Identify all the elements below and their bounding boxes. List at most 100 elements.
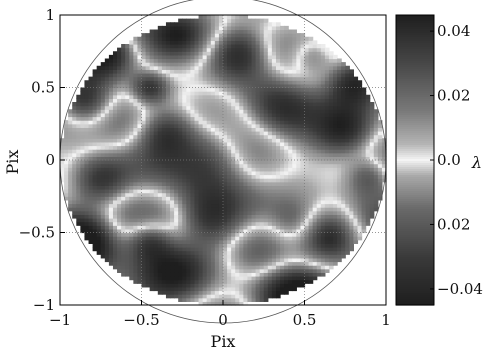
heatmap-cell	[145, 149, 151, 154]
heatmap-cell	[247, 228, 253, 234]
heatmap-cell	[129, 221, 134, 226]
heatmap-cell	[112, 62, 118, 67]
heatmap-cell	[239, 243, 244, 248]
heatmap-cell	[121, 243, 126, 248]
heatmap-cell	[190, 22, 196, 27]
heatmap-cell	[186, 236, 191, 241]
heatmap-cell	[247, 98, 253, 103]
heatmap-cell	[190, 29, 196, 34]
heatmap-cell	[186, 58, 191, 63]
heatmap-cell	[129, 138, 134, 143]
heatmap-cell	[121, 214, 126, 219]
heatmap-cell	[178, 94, 183, 99]
heatmap-cell	[304, 149, 310, 154]
heatmap-cell	[92, 174, 98, 179]
heatmap-cell	[223, 272, 228, 277]
heatmap-cell	[231, 243, 236, 248]
heatmap-cell	[198, 83, 204, 89]
heatmap-cell	[137, 120, 143, 125]
heatmap-cell	[194, 152, 200, 157]
heatmap-cell	[165, 232, 171, 237]
heatmap-cell	[165, 58, 171, 63]
heatmap-cell	[341, 98, 346, 103]
heatmap-cell	[235, 40, 240, 45]
heatmap-cell	[141, 221, 147, 226]
heatmap-cell	[174, 138, 179, 143]
heatmap-cell	[239, 91, 244, 96]
heatmap-cell	[178, 123, 183, 128]
heatmap-cell	[292, 247, 297, 252]
heatmap-cell	[369, 170, 375, 176]
heatmap-cell	[125, 181, 130, 186]
heatmap-cell	[341, 83, 346, 89]
heatmap-cell	[324, 239, 330, 244]
heatmap-cell	[223, 196, 228, 201]
heatmap-cell	[190, 40, 196, 45]
heatmap-cell	[247, 276, 253, 281]
heatmap-cell	[284, 62, 289, 67]
heatmap-cell	[68, 145, 73, 150]
heatmap-cell	[214, 80, 220, 85]
heatmap-cell	[288, 203, 293, 208]
heatmap-cell	[157, 109, 163, 114]
heatmap-cell	[357, 170, 363, 176]
heatmap-cell	[296, 250, 302, 255]
heatmap-cell	[235, 174, 240, 179]
heatmap-cell	[288, 58, 293, 63]
heatmap-cell	[296, 239, 302, 244]
heatmap-cell	[190, 134, 196, 139]
heatmap-cell	[243, 44, 249, 49]
heatmap-cell	[267, 36, 273, 41]
heatmap-cell	[231, 145, 236, 150]
heatmap-cell	[267, 116, 273, 121]
heatmap-cell	[259, 58, 265, 63]
heatmap-cell	[316, 203, 322, 208]
heatmap-cell	[96, 178, 102, 183]
heatmap-cell	[275, 243, 281, 248]
heatmap-cell	[210, 210, 216, 215]
heatmap-cell	[218, 18, 224, 23]
heatmap-cell	[231, 185, 236, 190]
heatmap-cell	[263, 102, 269, 107]
heatmap-cell	[312, 232, 318, 237]
heatmap-cell	[243, 58, 249, 63]
heatmap-cell	[280, 73, 285, 78]
heatmap-cell	[125, 109, 130, 114]
heatmap-cell	[361, 91, 367, 96]
heatmap-cell	[300, 185, 306, 190]
heatmap-cell	[165, 69, 171, 74]
heatmap-cell	[349, 247, 354, 252]
heatmap-cell	[100, 221, 106, 226]
heatmap-cell	[149, 73, 155, 78]
heatmap-cell	[312, 51, 318, 56]
heatmap-cell	[153, 170, 159, 176]
heatmap-cell	[280, 268, 285, 273]
heatmap-cell	[223, 290, 228, 295]
heatmap-cell	[243, 131, 249, 136]
heatmap-cell	[361, 141, 367, 147]
heatmap-cell	[170, 76, 175, 81]
heatmap-cell	[141, 239, 147, 244]
heatmap-cell	[153, 102, 159, 107]
heatmap-cell	[202, 243, 208, 248]
heatmap-cell	[178, 54, 183, 60]
heatmap-cell	[300, 47, 306, 52]
heatmap-cell	[141, 181, 147, 186]
heatmap-cell	[296, 156, 302, 161]
heatmap-cell	[174, 22, 179, 27]
heatmap-cell	[284, 152, 289, 157]
heatmap-cell	[165, 236, 171, 241]
heatmap-cell	[170, 276, 175, 281]
heatmap-cell	[316, 192, 322, 197]
heatmap-cell	[214, 152, 220, 157]
heatmap-cell	[72, 181, 77, 186]
heatmap-cell	[165, 131, 171, 136]
heatmap-cell	[255, 131, 261, 136]
heatmap-cell	[235, 51, 240, 56]
heatmap-cell	[235, 116, 240, 121]
heatmap-cell	[296, 265, 302, 270]
heatmap-cell	[165, 123, 171, 128]
heatmap-cell	[267, 109, 273, 114]
heatmap-cell	[235, 156, 240, 161]
heatmap-cell	[72, 160, 77, 165]
